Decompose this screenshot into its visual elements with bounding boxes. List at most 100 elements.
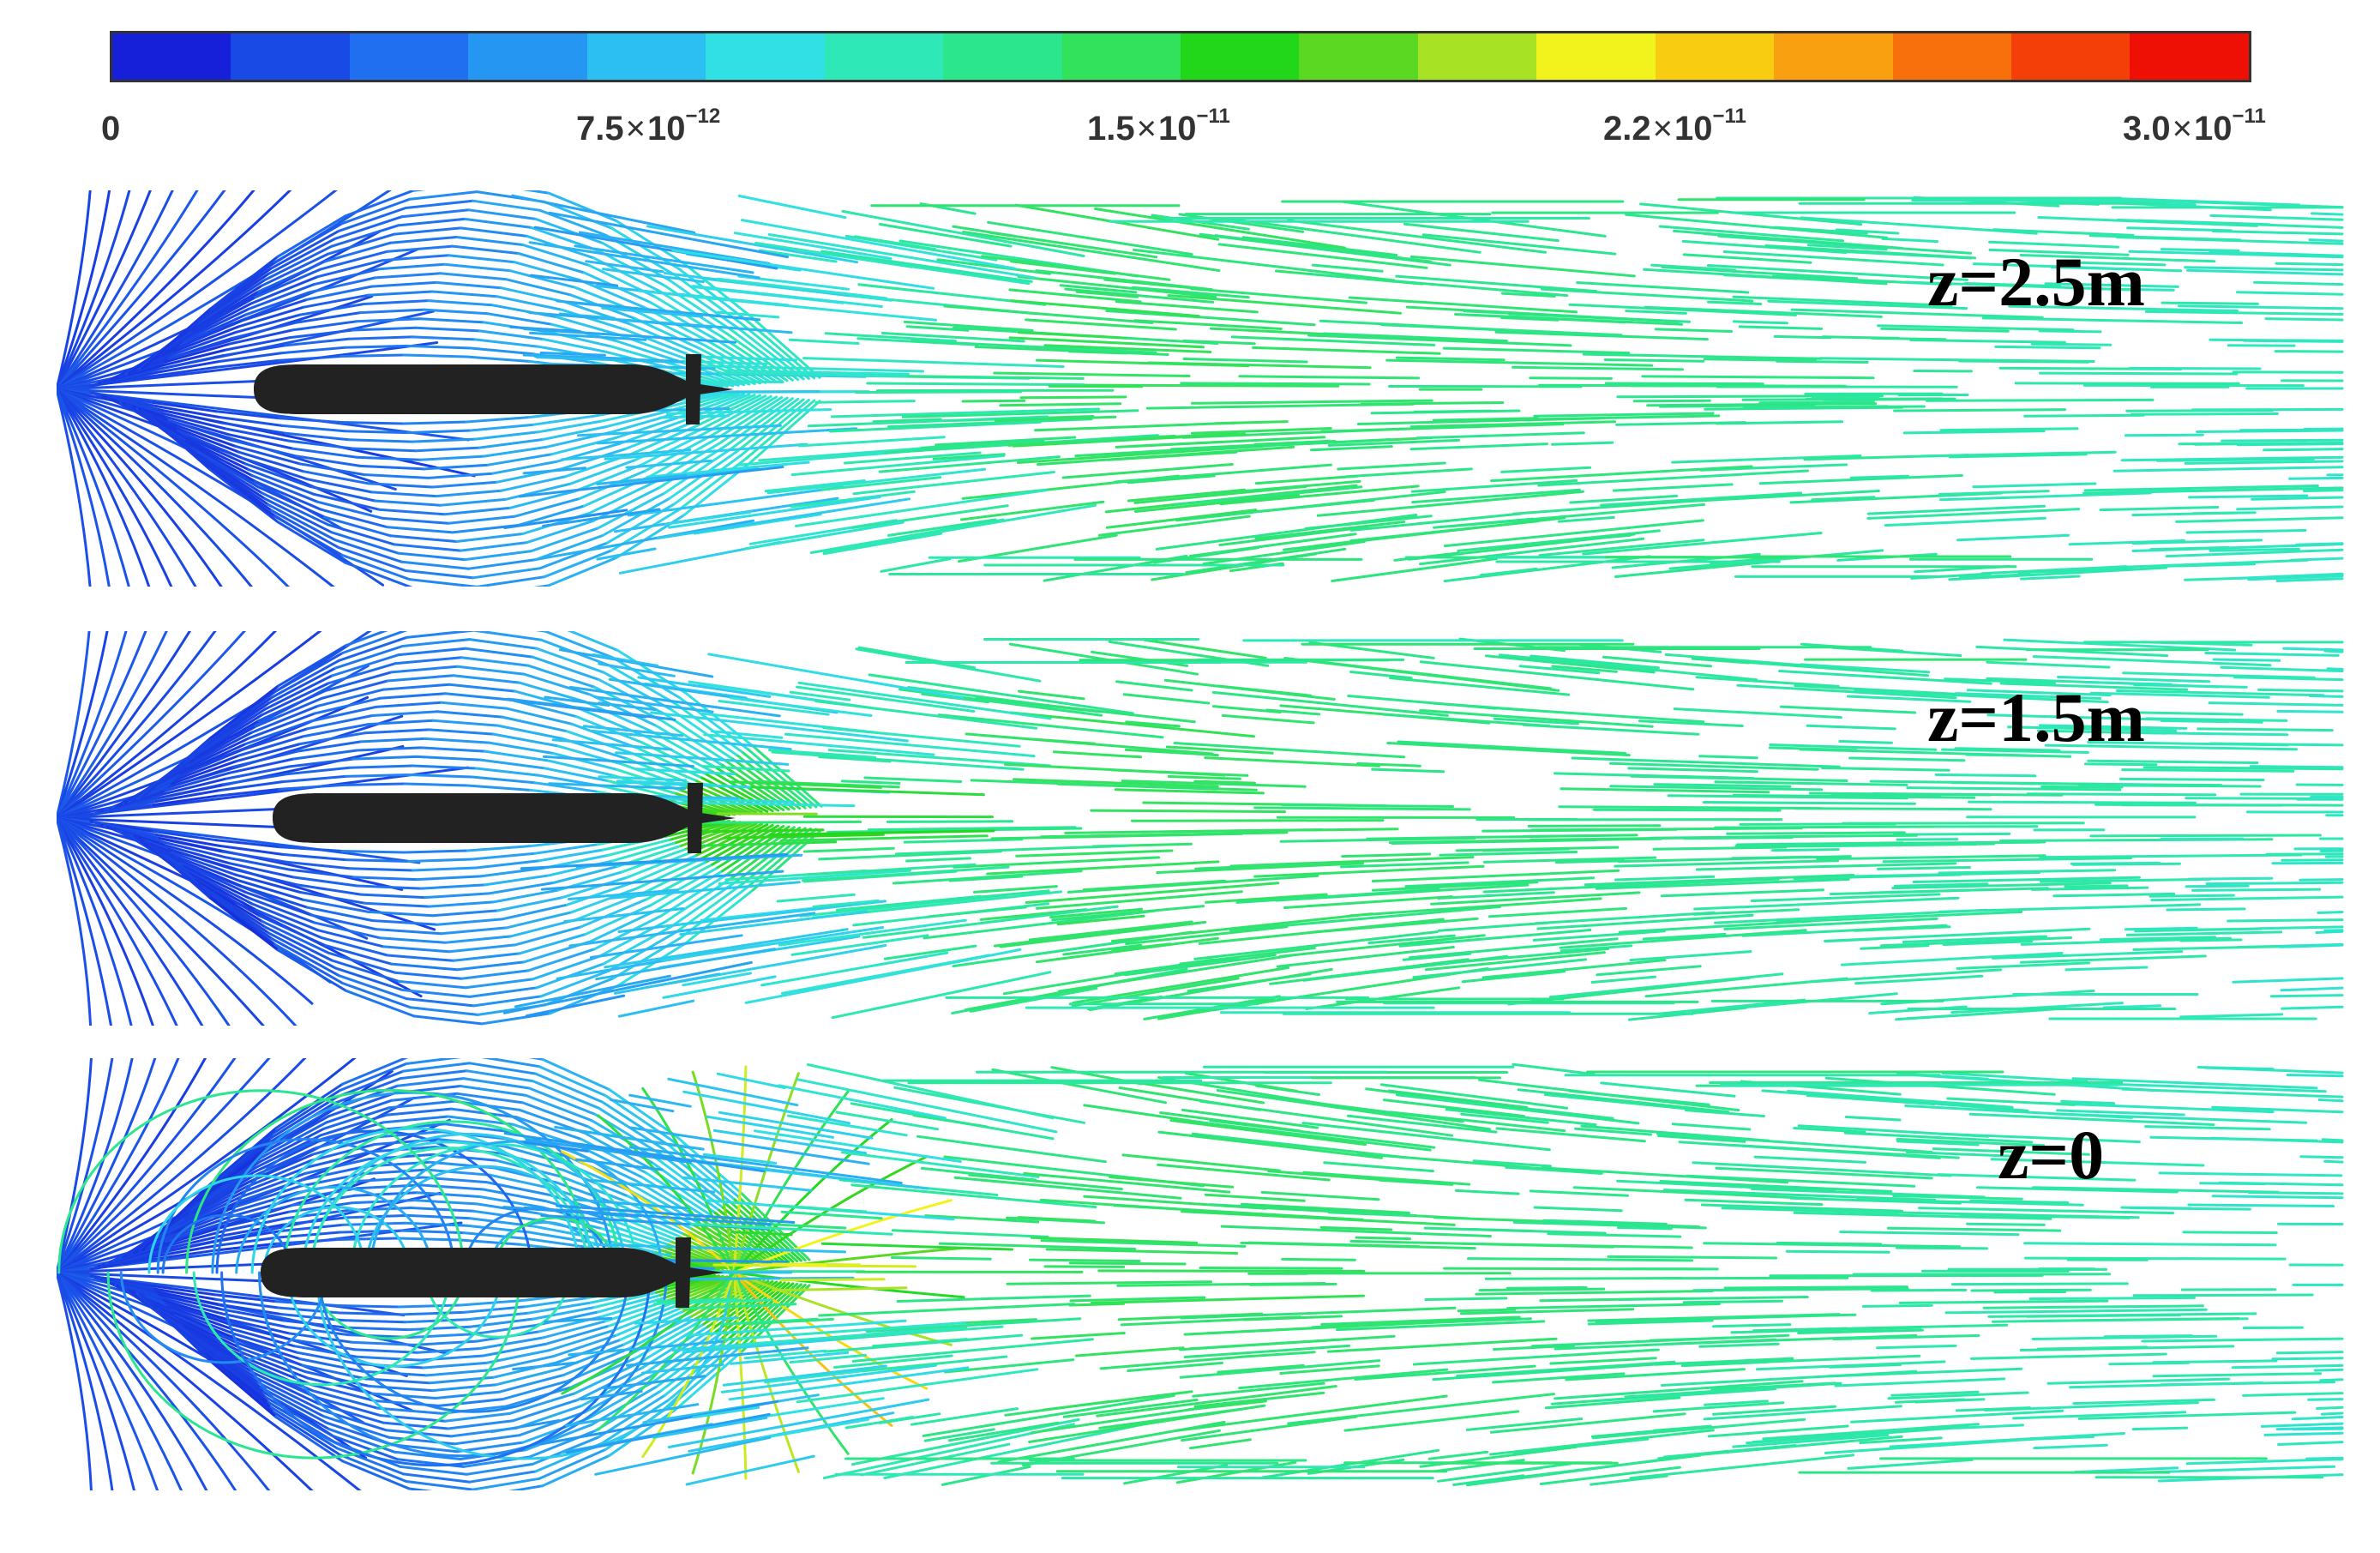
streamline-segment xyxy=(1029,1258,1141,1263)
streamline-segment xyxy=(1972,482,2097,489)
streamline-segment xyxy=(1395,274,1598,293)
streamline-segment xyxy=(548,782,687,790)
streamline-segment xyxy=(712,1129,868,1155)
streamline-segment xyxy=(2279,943,2344,948)
streamline-segment xyxy=(183,1181,250,1219)
streamline-segment xyxy=(1866,504,2046,515)
streamline-segment xyxy=(932,453,1006,460)
streamline xyxy=(310,1147,590,1274)
streamline-segment xyxy=(1871,336,1947,341)
streamline-segment xyxy=(472,567,542,580)
colorbar-swatch-15 xyxy=(1892,33,2011,80)
streamline-segment xyxy=(151,1249,216,1261)
streamline-segment xyxy=(518,933,587,955)
streamline-segment xyxy=(1019,395,1127,400)
streamline-segment xyxy=(407,1487,433,1490)
streamline-segment xyxy=(302,293,370,309)
streamline-segment xyxy=(1106,450,1238,461)
streamline-segment xyxy=(291,447,358,459)
streamline-segment xyxy=(1099,1355,1249,1370)
streamline-segment xyxy=(2191,511,2257,515)
streamline-segment xyxy=(188,872,257,912)
streamline-segment xyxy=(200,886,270,935)
streamline-segment xyxy=(1824,937,1879,943)
streamline-segment xyxy=(152,830,218,842)
streamline-segment xyxy=(1313,516,1566,548)
streamline-segment xyxy=(485,1349,551,1364)
streamline-segment xyxy=(741,219,1017,270)
streamline-segment xyxy=(1198,918,1445,945)
streamline-segment xyxy=(514,1405,583,1430)
streamline-segment xyxy=(2320,1412,2344,1416)
streamline-segment xyxy=(662,900,886,928)
streamline-segment xyxy=(1769,743,1938,751)
streamline-segment xyxy=(679,910,868,936)
streamline-segment xyxy=(1409,255,1636,278)
streamline-segment xyxy=(269,1095,339,1140)
streamline-segment xyxy=(167,847,234,870)
streamline-segment xyxy=(328,1092,396,1117)
streamline-segment xyxy=(1167,294,1402,315)
streamline-segment xyxy=(2212,658,2281,662)
streamline-segment xyxy=(344,1326,410,1332)
streamline-segment xyxy=(334,539,404,563)
streamline xyxy=(57,388,254,587)
streamline-segment xyxy=(626,1346,809,1367)
streamline-segment xyxy=(1287,219,1547,254)
streamline-segment xyxy=(850,1183,1097,1209)
streamline-segment xyxy=(1096,1385,1337,1418)
streamline-segment xyxy=(807,415,1049,428)
streamline-segment xyxy=(803,846,895,853)
streamline-segment xyxy=(448,683,517,693)
streamline-segment xyxy=(505,911,574,930)
streamline-segment xyxy=(1090,809,1286,814)
streamline xyxy=(57,816,314,1005)
streamline-segment xyxy=(1955,1424,2024,1430)
streamline-segment xyxy=(214,839,281,849)
streamline-segment xyxy=(1471,414,1721,422)
streamline-segment xyxy=(640,860,709,895)
streamline-segment xyxy=(2299,878,2344,882)
streamline-segment xyxy=(2291,1416,2344,1421)
streamline-segment xyxy=(1714,825,1934,829)
streamline-segment xyxy=(188,725,257,764)
streamline-segment xyxy=(1648,834,1918,840)
streamline-segment xyxy=(1209,327,1338,336)
streamline xyxy=(57,190,292,391)
streamline-segment xyxy=(730,397,800,450)
streamline-segment xyxy=(196,707,267,754)
streamline-segment xyxy=(602,268,705,284)
streamline-segment xyxy=(720,1363,938,1393)
streamline-segment xyxy=(1767,299,1968,310)
streamline-segment xyxy=(2321,1138,2344,1142)
streamline-segment xyxy=(166,1305,233,1331)
streamline-segment xyxy=(313,696,382,715)
streamline-segment xyxy=(325,1099,394,1124)
streamline-segment xyxy=(243,291,312,316)
streamline-segment xyxy=(382,683,451,691)
streamline-segment xyxy=(2265,852,2344,856)
streamline-segment xyxy=(637,676,772,698)
streamline-segment xyxy=(710,730,784,739)
streamline-segment xyxy=(1866,508,2081,520)
streamline xyxy=(57,1271,183,1490)
streamline-segment xyxy=(560,447,628,471)
streamline-segment xyxy=(531,655,601,682)
streamline-segment xyxy=(694,295,937,322)
streamline-segment xyxy=(466,784,532,792)
streamline-segment xyxy=(361,1369,428,1377)
streamline xyxy=(57,1271,208,1490)
streamline-segment xyxy=(215,1297,279,1309)
streamline-segment xyxy=(345,989,416,1018)
panel-label-z-0: z=0 xyxy=(1998,1116,2105,1194)
streamline-segment xyxy=(1860,944,1930,950)
streamline-segment xyxy=(379,1414,447,1423)
streamline-segment xyxy=(244,891,312,917)
streamline-segment xyxy=(178,1320,245,1355)
streamline xyxy=(57,388,130,587)
streamline-segment xyxy=(2166,907,2246,912)
streamline xyxy=(732,1271,965,1299)
streamline-segment xyxy=(2044,282,2179,288)
streamline-segment xyxy=(166,418,234,442)
streamline-segment xyxy=(486,312,554,326)
